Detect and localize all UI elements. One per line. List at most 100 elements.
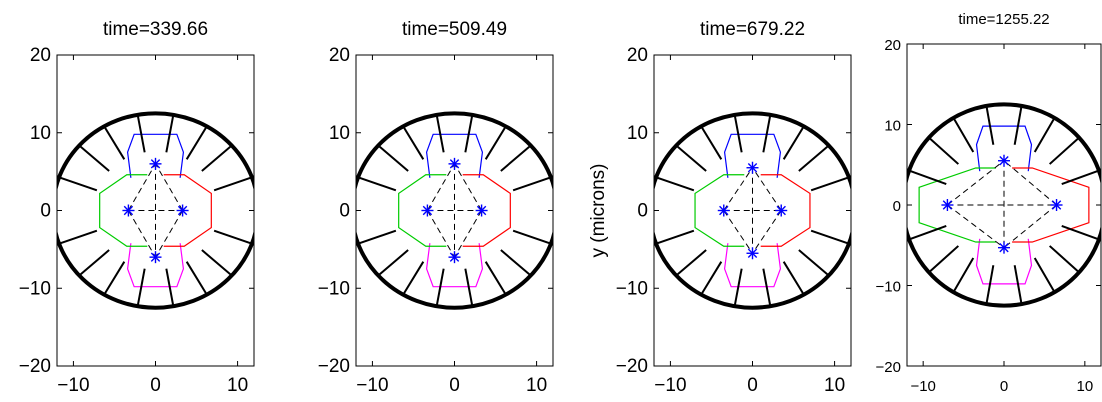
x-tick-label: 0 xyxy=(1000,378,1008,395)
cell-center-marker xyxy=(149,157,162,170)
boundary-spoke xyxy=(58,229,98,245)
boundary-spoke xyxy=(675,249,707,277)
x-tick-label: −10 xyxy=(57,375,89,396)
spring-line xyxy=(723,167,753,211)
cell-top-outline xyxy=(425,133,484,178)
boundary-spoke xyxy=(357,176,397,192)
cell-bottom-outline xyxy=(126,243,185,288)
x-tick-label: 10 xyxy=(526,375,547,396)
boundary-circle xyxy=(907,102,1101,308)
cell-center-marker xyxy=(746,247,759,260)
boundary-spoke xyxy=(103,125,126,160)
boundary-spoke xyxy=(1013,105,1023,145)
subplot-3: time=679.22 −20 −10 0 10 20 −10 0 10 y (microns) xyxy=(588,19,852,396)
axes-box xyxy=(355,54,554,367)
x-tick-label: 10 xyxy=(227,375,248,396)
cell-center-marker xyxy=(475,204,488,217)
spring-line xyxy=(1003,160,1057,206)
boundary-spoke xyxy=(213,176,253,192)
cell-center-marker xyxy=(122,204,135,217)
subplot-title: time=1255.22 xyxy=(958,11,1049,28)
cell-center-marker xyxy=(775,204,788,217)
boundary-spoke xyxy=(1033,117,1056,153)
boundary-spoke xyxy=(435,268,445,307)
y-tick-label: −20 xyxy=(616,356,648,377)
boundary-spoke xyxy=(1048,136,1080,165)
plot-area xyxy=(356,111,553,310)
y-tick-label: 20 xyxy=(329,45,350,66)
boundary-spoke xyxy=(952,257,975,293)
boundary-spoke xyxy=(165,268,175,307)
boundary-spoke xyxy=(402,261,425,296)
spring-line xyxy=(155,210,184,258)
boundary-spoke xyxy=(377,144,409,172)
cell-right-outline xyxy=(462,174,511,247)
boundary-spoke xyxy=(1013,265,1023,305)
spring-line xyxy=(454,163,483,211)
spring-line xyxy=(1003,204,1057,249)
boundary-spoke xyxy=(357,229,397,245)
cell-center-marker xyxy=(998,241,1010,254)
cell-left-outline xyxy=(398,174,447,247)
cell-bottom-outline xyxy=(975,238,1033,285)
boundary-spoke xyxy=(1061,169,1100,186)
boundary-spoke xyxy=(985,265,995,305)
cell-bottom-outline xyxy=(723,243,782,288)
cell-center-marker xyxy=(717,204,730,217)
y-tick-label: 10 xyxy=(884,118,901,135)
boundary-spoke xyxy=(798,249,830,277)
y-tick-label: 20 xyxy=(30,45,51,66)
plot-area xyxy=(57,111,254,310)
boundary-spoke xyxy=(377,249,409,277)
y-tick-label: 10 xyxy=(30,123,51,144)
spring-line xyxy=(127,163,156,211)
plot-area xyxy=(654,111,851,310)
y-tick-label: 20 xyxy=(884,37,901,54)
y-tick-label: −10 xyxy=(616,278,648,299)
boundary-spoke xyxy=(810,229,850,245)
boundary-spoke xyxy=(1061,224,1100,241)
boundary-spoke xyxy=(782,125,805,160)
y-tick-label: 20 xyxy=(627,45,648,66)
boundary-spoke xyxy=(484,125,507,160)
cell-left-outline xyxy=(99,174,148,247)
cell-center-marker xyxy=(176,204,189,217)
spring-line xyxy=(426,210,455,258)
x-tick-label: 10 xyxy=(824,375,845,396)
spring-line xyxy=(752,167,782,211)
boundary-spoke xyxy=(928,136,960,165)
boundary-spoke xyxy=(700,125,723,160)
boundary-spoke xyxy=(675,144,707,172)
cell-center-marker xyxy=(448,157,461,170)
boundary-spoke xyxy=(500,144,532,172)
cell-right-outline xyxy=(163,174,212,247)
boundary-spoke xyxy=(464,268,474,307)
cell-right-outline xyxy=(1012,167,1090,243)
boundary-spoke xyxy=(1033,257,1056,293)
cell-left-outline xyxy=(918,167,996,243)
boundary-spoke xyxy=(798,144,830,172)
boundary-spoke xyxy=(985,105,995,145)
boundary-spoke xyxy=(435,114,445,153)
boundary-spoke xyxy=(103,261,126,296)
cell-top-outline xyxy=(723,133,782,178)
boundary-spoke xyxy=(78,249,110,277)
boundary-spoke xyxy=(136,114,146,153)
boundary-spoke xyxy=(58,176,98,192)
boundary-spoke xyxy=(908,169,947,186)
boundary-spoke xyxy=(928,245,960,274)
y-tick-label: −20 xyxy=(318,356,350,377)
boundary-spoke xyxy=(185,261,208,296)
y-tick-label: 0 xyxy=(339,201,350,222)
subplot-title: time=339.66 xyxy=(103,19,208,40)
axes-box xyxy=(56,54,255,367)
cell-top-outline xyxy=(126,133,185,178)
y-tick-label: 0 xyxy=(40,201,51,222)
boundary-spoke xyxy=(762,268,772,307)
boundary-spoke xyxy=(464,114,474,153)
y-tick-label: 0 xyxy=(893,198,901,215)
spring-line xyxy=(723,210,753,254)
y-tick-label: −20 xyxy=(876,359,901,376)
boundary-spoke xyxy=(952,117,975,153)
